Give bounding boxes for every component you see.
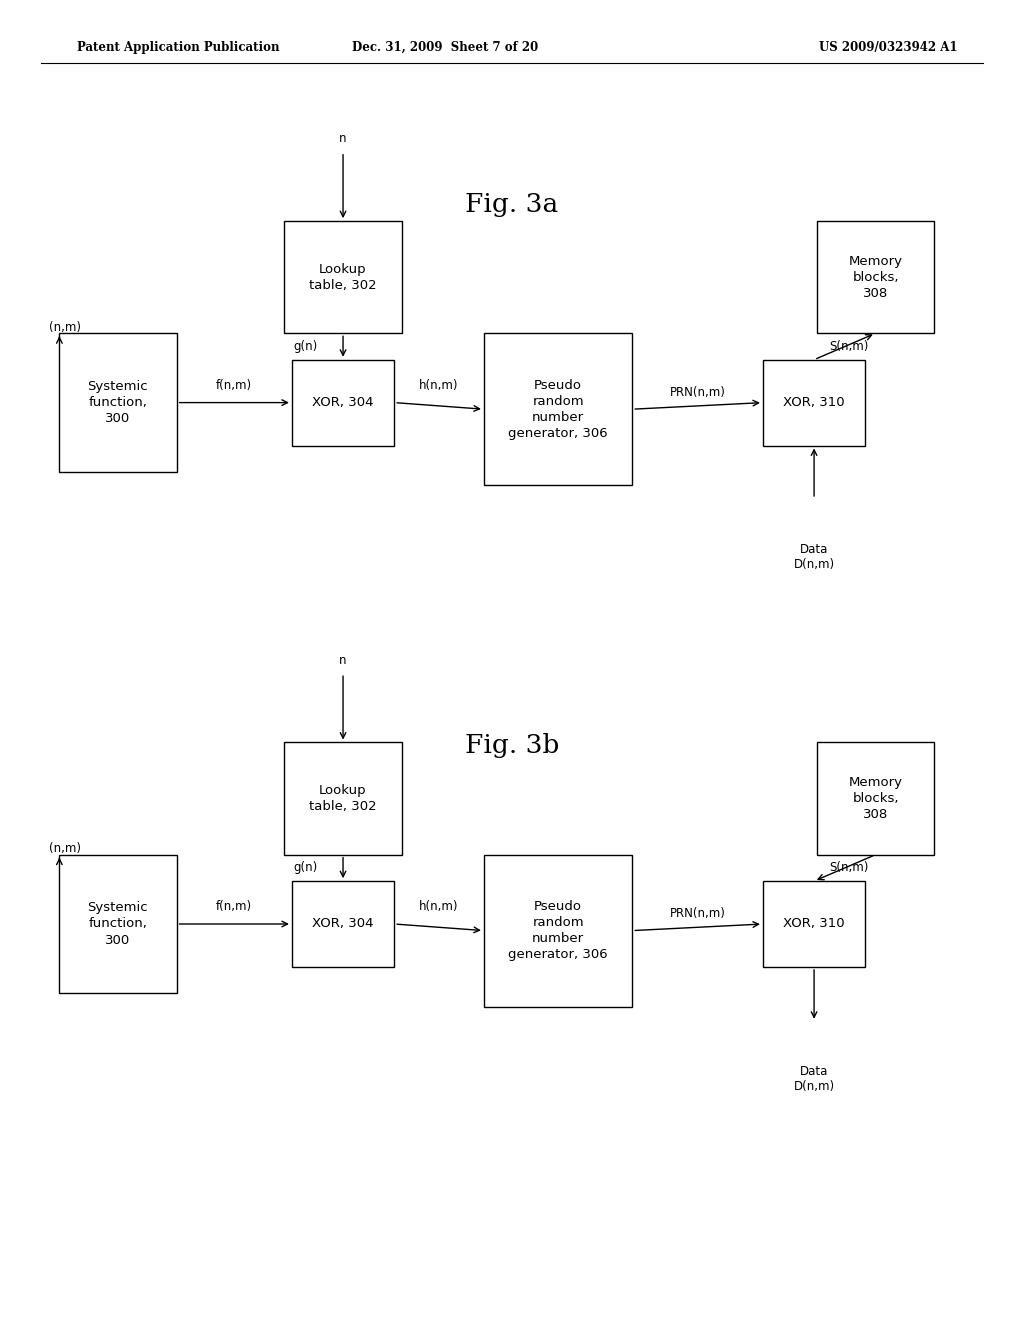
Text: (n,m): (n,m): [49, 321, 81, 334]
Text: Systemic
function,
300: Systemic function, 300: [87, 902, 148, 946]
Text: Pseudo
random
number
generator, 306: Pseudo random number generator, 306: [508, 900, 608, 961]
FancyBboxPatch shape: [59, 855, 177, 993]
FancyBboxPatch shape: [484, 855, 633, 1006]
Text: Systemic
function,
300: Systemic function, 300: [87, 380, 148, 425]
Text: Lookup
table, 302: Lookup table, 302: [309, 263, 377, 292]
FancyBboxPatch shape: [59, 334, 177, 473]
FancyBboxPatch shape: [763, 359, 865, 446]
Text: h(n,m): h(n,m): [419, 379, 459, 392]
FancyBboxPatch shape: [817, 220, 934, 333]
Text: XOR, 310: XOR, 310: [783, 917, 845, 931]
Text: PRN(n,m): PRN(n,m): [670, 907, 726, 920]
FancyBboxPatch shape: [285, 742, 401, 855]
Text: XOR, 304: XOR, 304: [312, 917, 374, 931]
Text: Patent Application Publication: Patent Application Publication: [77, 41, 280, 54]
Text: (n,m): (n,m): [49, 842, 81, 855]
Text: Dec. 31, 2009  Sheet 7 of 20: Dec. 31, 2009 Sheet 7 of 20: [352, 41, 539, 54]
Text: n: n: [339, 653, 347, 667]
Text: XOR, 310: XOR, 310: [783, 396, 845, 409]
Text: S(n,m): S(n,m): [829, 862, 868, 874]
Text: Fig. 3a: Fig. 3a: [465, 193, 559, 216]
Text: n: n: [339, 132, 347, 145]
Text: XOR, 304: XOR, 304: [312, 396, 374, 409]
FancyBboxPatch shape: [292, 359, 394, 446]
Text: Memory
blocks,
308: Memory blocks, 308: [849, 776, 902, 821]
Text: Memory
blocks,
308: Memory blocks, 308: [849, 255, 902, 300]
Text: f(n,m): f(n,m): [216, 900, 252, 913]
Text: Data
D(n,m): Data D(n,m): [794, 543, 835, 570]
Text: Lookup
table, 302: Lookup table, 302: [309, 784, 377, 813]
Text: PRN(n,m): PRN(n,m): [670, 385, 726, 399]
FancyBboxPatch shape: [484, 334, 633, 486]
Text: Fig. 3b: Fig. 3b: [465, 734, 559, 758]
Text: f(n,m): f(n,m): [216, 379, 252, 392]
FancyBboxPatch shape: [817, 742, 934, 855]
Text: US 2009/0323942 A1: US 2009/0323942 A1: [819, 41, 957, 54]
FancyBboxPatch shape: [763, 882, 865, 966]
Text: S(n,m): S(n,m): [829, 341, 868, 352]
Text: h(n,m): h(n,m): [419, 900, 459, 913]
FancyBboxPatch shape: [292, 882, 394, 966]
FancyBboxPatch shape: [285, 220, 401, 333]
Text: Pseudo
random
number
generator, 306: Pseudo random number generator, 306: [508, 379, 608, 440]
Text: g(n): g(n): [293, 341, 317, 352]
Text: Data
D(n,m): Data D(n,m): [794, 1065, 835, 1093]
Text: g(n): g(n): [293, 862, 317, 874]
